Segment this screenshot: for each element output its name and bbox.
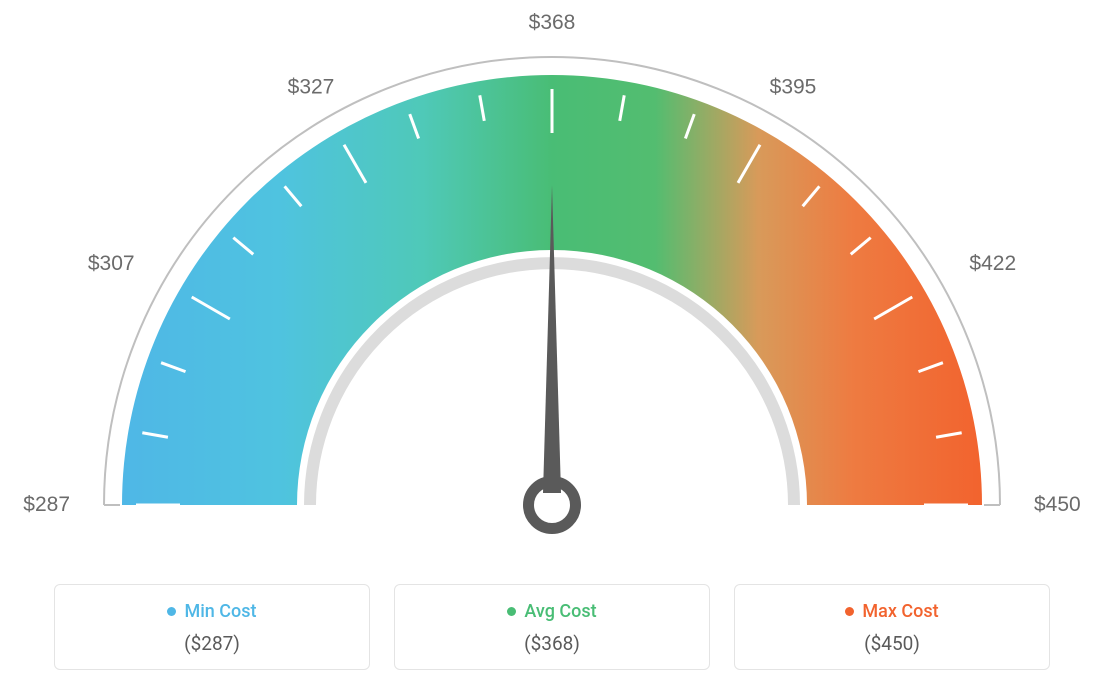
gauge-tick-label: $422 bbox=[969, 252, 1016, 275]
legend-value-0: ($287) bbox=[65, 632, 359, 655]
legend-dot-2 bbox=[845, 607, 854, 616]
cost-gauge: $287 $307 $327 $368 $395 $422 $450 bbox=[0, 0, 1104, 560]
legend-value-2: ($450) bbox=[745, 632, 1039, 655]
gauge-tick-label: $327 bbox=[288, 76, 335, 99]
legend-label-1: Avg Cost bbox=[524, 601, 596, 622]
gauge-tick-label: $368 bbox=[529, 11, 576, 34]
legend-card-0: Min Cost ($287) bbox=[54, 584, 370, 670]
legend-value-1: ($368) bbox=[405, 632, 699, 655]
gauge-tick-label: $450 bbox=[1034, 493, 1081, 516]
legend-card-2: Max Cost ($450) bbox=[734, 584, 1050, 670]
legend-dot-1 bbox=[507, 607, 516, 616]
gauge-tick-label: $287 bbox=[23, 493, 70, 516]
legend-card-1: Avg Cost ($368) bbox=[394, 584, 710, 670]
legend-row: Min Cost ($287) Avg Cost ($368) Max Cost ($45… bbox=[54, 584, 1050, 670]
legend-label-2: Max Cost bbox=[862, 601, 938, 622]
legend-label-0: Min Cost bbox=[184, 601, 256, 622]
gauge-tick-label: $395 bbox=[770, 76, 817, 99]
gauge-tick-label: $307 bbox=[88, 252, 135, 275]
gauge-svg: $287 $307 $327 $368 $395 $422 $450 bbox=[0, 0, 1104, 560]
legend-dot-0 bbox=[167, 607, 176, 616]
